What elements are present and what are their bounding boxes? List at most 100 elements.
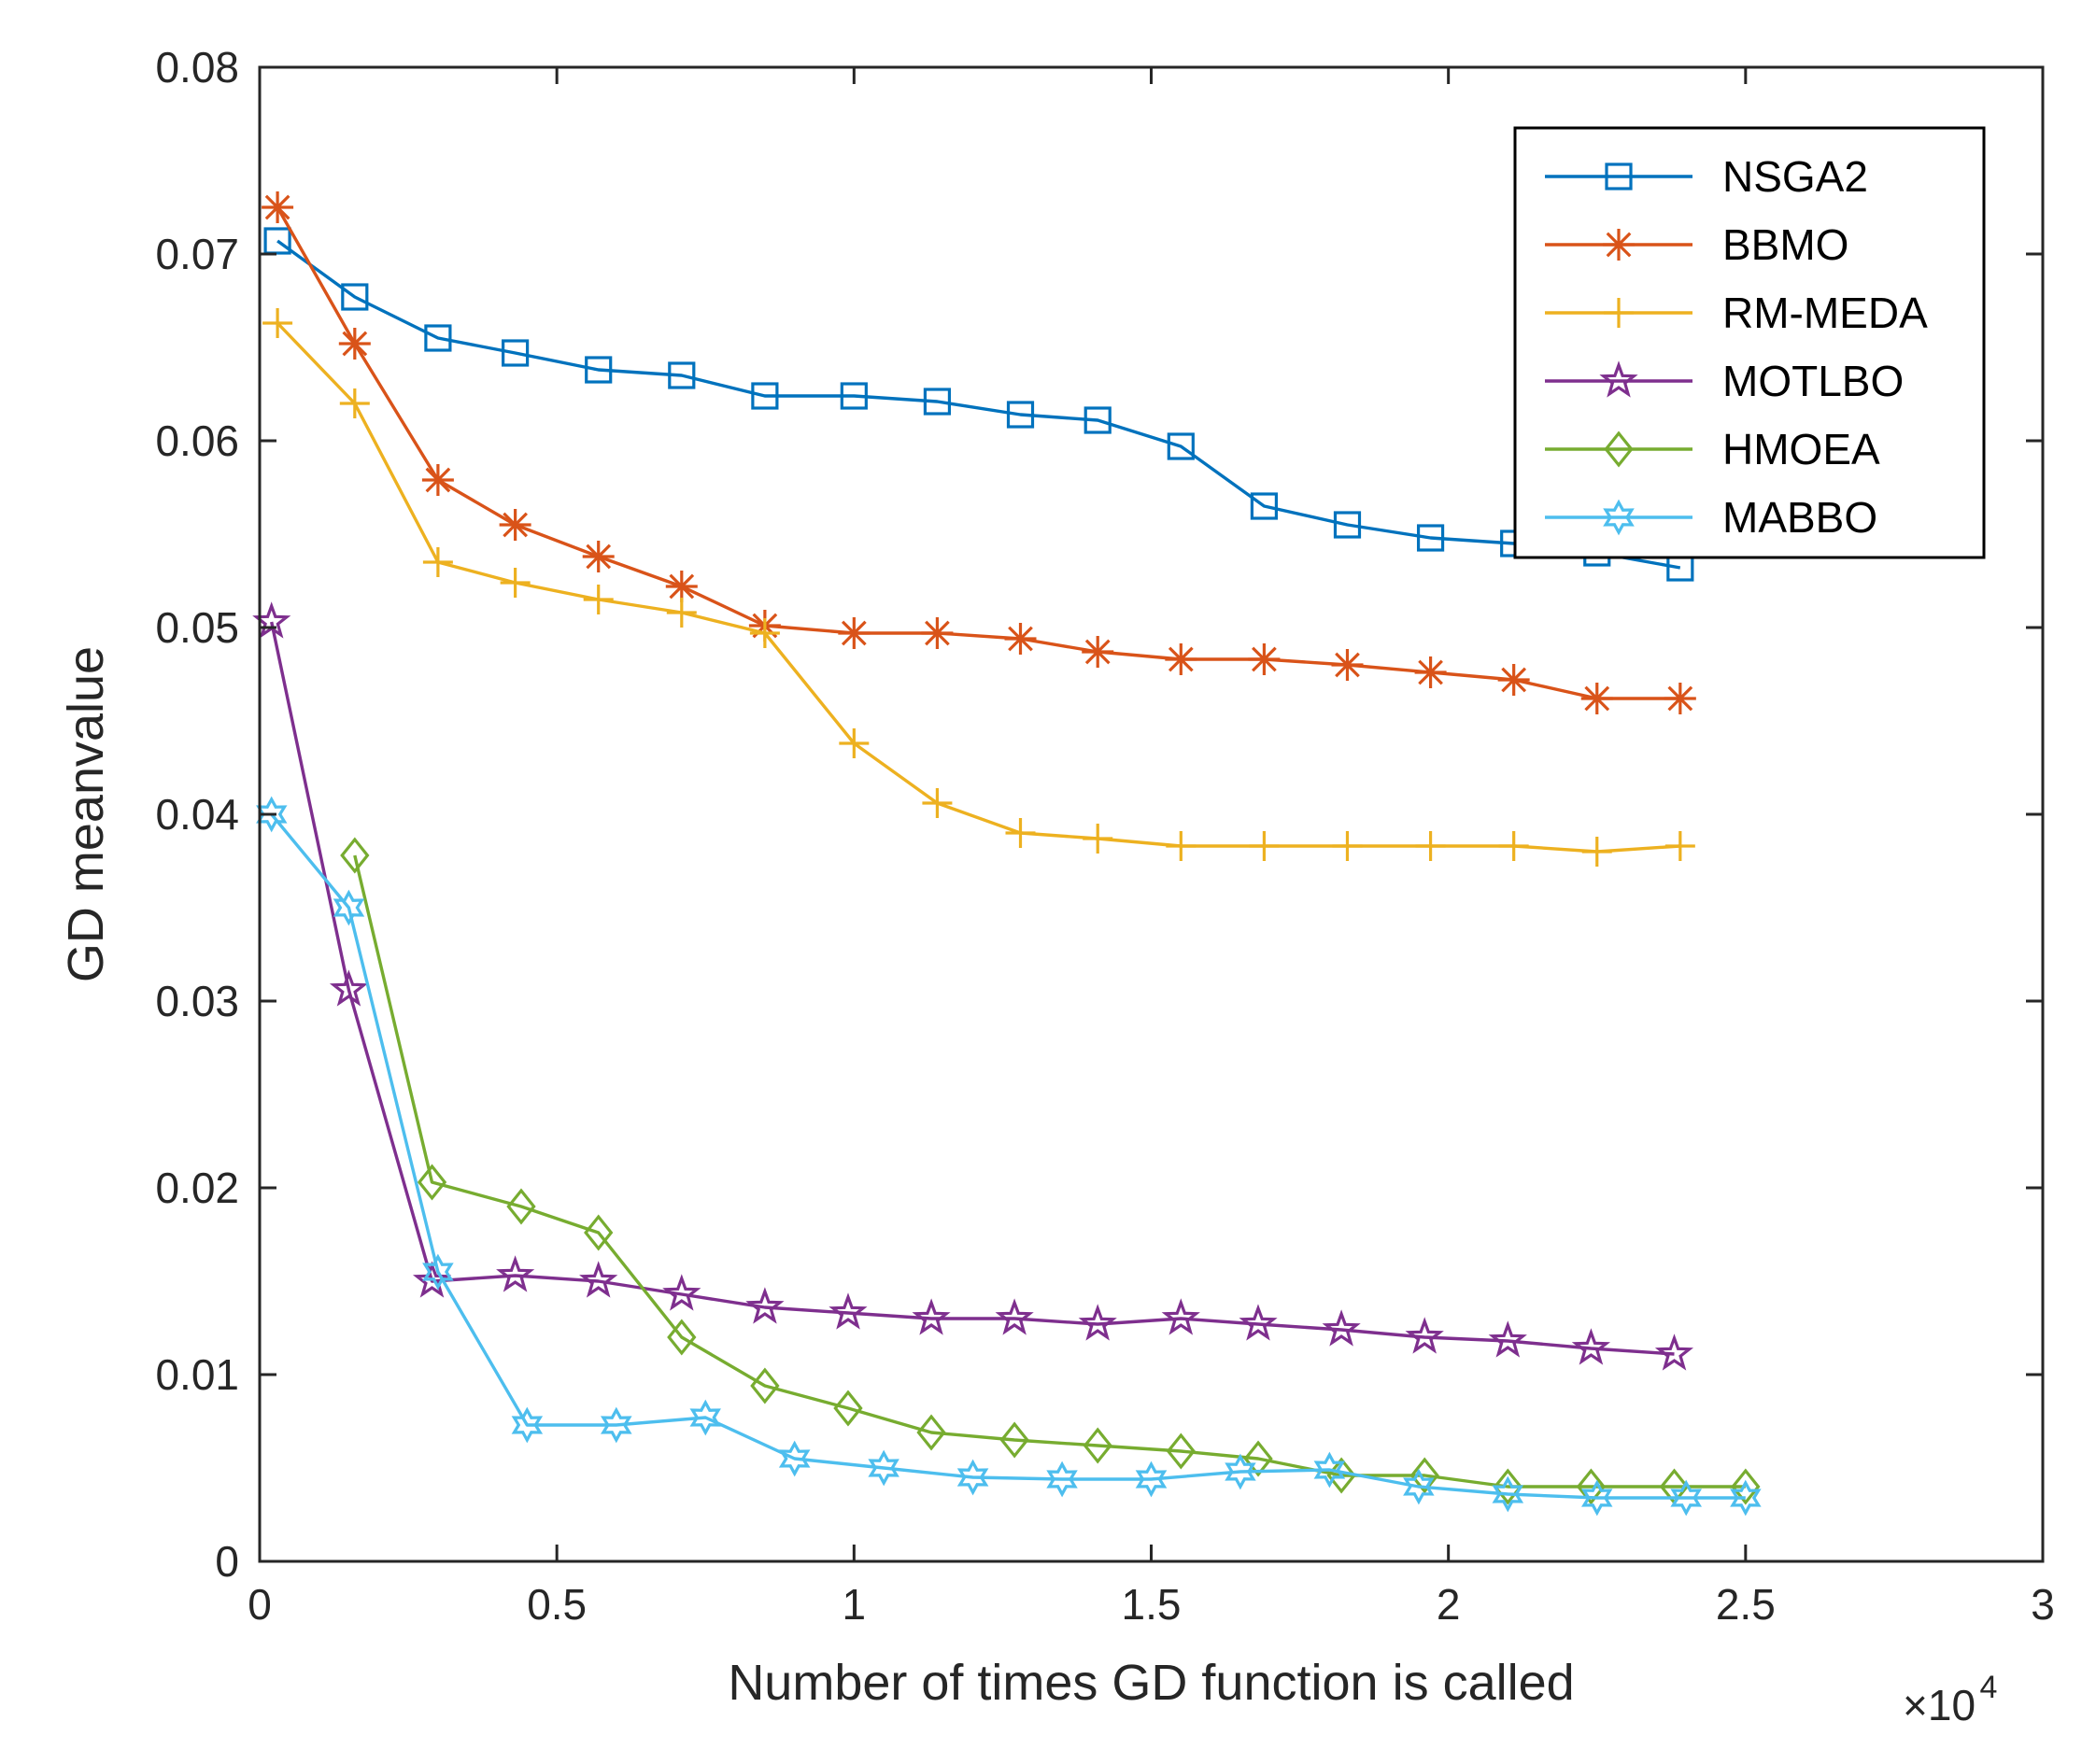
legend-label: RM-MEDA [1722, 289, 1928, 337]
data-point [1322, 1309, 1361, 1347]
data-point [912, 1298, 951, 1335]
data-point [1313, 1451, 1346, 1489]
legend-box [1513, 126, 1986, 559]
data-point [745, 1287, 785, 1324]
legend-label: MOTLBO [1722, 357, 1904, 405]
legend-label: HMOEA [1722, 425, 1880, 473]
data-point [340, 837, 370, 874]
data-point [922, 788, 953, 818]
data-point [1416, 524, 1445, 552]
y-tick-label: 0.06 [155, 416, 239, 465]
series-rm-meda [262, 308, 1695, 867]
x-axis-label: Number of times GD function is called [728, 1655, 1574, 1711]
series-line-motlbo [270, 621, 1675, 1356]
y-tick-label: 0.05 [155, 603, 239, 652]
data-point [1248, 643, 1281, 675]
data-point [263, 227, 291, 255]
data-point [1239, 1304, 1278, 1341]
data-point [662, 1274, 701, 1311]
data-point [1415, 831, 1446, 861]
axes-layer: 0 0.5 1 1.5 2 2.5 3 0 0.01 0.02 0.03 0.04 0.05 0.06 0.… [155, 43, 2054, 1629]
y-axis-label: GD meanvalue [58, 646, 114, 982]
data-point [1249, 831, 1280, 861]
x-axis-exponent: ×10 4 [1903, 1670, 1997, 1729]
legend-label: NSGA2 [1722, 152, 1868, 201]
data-point [601, 1406, 632, 1444]
legend-item-mabbo: MABBO [1545, 493, 1877, 542]
y-tick-label: 0.03 [155, 977, 239, 1025]
data-point [1493, 1468, 1522, 1505]
data-point [1006, 401, 1035, 429]
data-point [1004, 623, 1037, 655]
series-layer [252, 191, 1762, 1517]
data-point [339, 388, 370, 418]
data-point [868, 1449, 899, 1487]
legend-marker [1604, 430, 1634, 468]
x-tick-label: 2 [1437, 1580, 1461, 1629]
data-point [1581, 1479, 1613, 1517]
x-tick-label: 0.5 [527, 1580, 587, 1629]
data-point [1333, 511, 1362, 539]
data-point [511, 1406, 544, 1444]
data-point [506, 1188, 536, 1225]
data-point [1161, 1298, 1200, 1335]
data-point [424, 324, 452, 352]
data-point [689, 1399, 721, 1436]
x-tick-label: 1.5 [1122, 1580, 1182, 1629]
data-point [579, 1261, 618, 1298]
data-point [1166, 831, 1197, 861]
data-point [1497, 664, 1530, 696]
data-point [1083, 1427, 1112, 1464]
data-point [833, 1390, 863, 1427]
series-mabbo [256, 796, 1762, 1517]
y-tick-label: 0.01 [155, 1350, 239, 1399]
data-point [828, 1292, 868, 1330]
data-point [751, 382, 779, 410]
data-point [1571, 1328, 1611, 1365]
data-point [262, 191, 294, 223]
data-point [916, 1414, 946, 1451]
data-point [412, 1261, 452, 1298]
data-point [1165, 643, 1197, 675]
data-point [262, 308, 293, 338]
data-point [1332, 831, 1363, 861]
data-point [583, 585, 614, 614]
data-point [999, 1421, 1029, 1459]
data-point [1082, 636, 1114, 668]
data-point [341, 283, 369, 311]
x-exponent-power: 4 [1979, 1670, 1997, 1705]
x-tick-label: 3 [2031, 1580, 2055, 1629]
data-point [840, 382, 868, 410]
data-point [1403, 1468, 1435, 1505]
y-tick-label: 0.07 [155, 230, 239, 278]
data-point [1135, 1461, 1168, 1498]
data-point [1167, 432, 1195, 460]
series-motlbo [252, 601, 1694, 1371]
x-exponent-base: ×10 [1903, 1681, 1976, 1729]
data-point [417, 1164, 447, 1201]
data-point [422, 547, 453, 577]
y-tick-label: 0.08 [155, 43, 239, 92]
data-point [1083, 406, 1112, 434]
data-point [333, 889, 365, 926]
data-point [1731, 1468, 1761, 1505]
legend-marker [1599, 360, 1638, 398]
data-point [1576, 1468, 1607, 1505]
legend-item-rm-meda: RM-MEDA [1545, 289, 1928, 337]
data-point [1581, 837, 1612, 867]
data-point [1250, 492, 1279, 520]
legend: NSGA2 BBMO RM-MEDA MOTLBO HMOEA MABBO [1513, 126, 1986, 559]
data-point [923, 388, 952, 416]
data-point [1046, 1461, 1078, 1498]
data-point [665, 571, 698, 602]
data-point [956, 1459, 989, 1496]
y-tick-label: 0.02 [155, 1164, 239, 1212]
data-point [778, 1440, 811, 1477]
legend-label: MABBO [1722, 493, 1877, 542]
data-point [1331, 649, 1364, 681]
data-point [1414, 656, 1447, 688]
data-point [666, 598, 697, 628]
x-tick-label: 0 [248, 1580, 272, 1629]
data-point [921, 617, 954, 649]
